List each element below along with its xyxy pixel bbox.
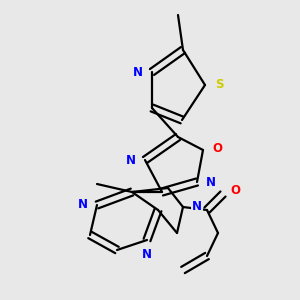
Text: O: O [230,184,240,196]
Text: N: N [133,65,143,79]
Text: N: N [192,200,202,214]
Text: N: N [78,199,88,212]
Text: N: N [126,154,136,166]
Text: S: S [215,79,223,92]
Text: O: O [212,142,222,154]
Text: N: N [206,176,216,188]
Text: N: N [142,248,152,260]
